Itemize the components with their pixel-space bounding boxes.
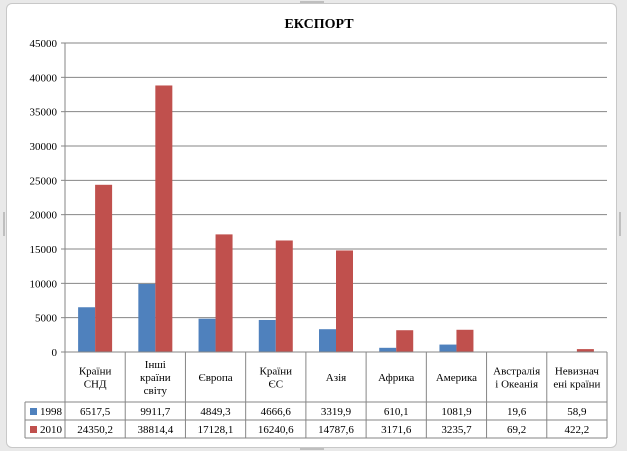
- category-label: Азія: [326, 372, 346, 384]
- resize-handle-left[interactable]: [3, 212, 5, 236]
- resize-handle-bottom[interactable]: [300, 448, 324, 450]
- legend-label: 2010: [40, 424, 63, 436]
- bar-2010: [576, 349, 594, 352]
- bar-2010: [155, 85, 173, 352]
- category-label: Америка: [436, 372, 477, 384]
- data-label: 4849,3: [200, 406, 231, 418]
- y-axis: 0 5000 10000 15000 20000 25000 30000 35000 40000…: [30, 38, 66, 438]
- chart-area[interactable]: ЕКСПОРТ 0 5000 10000 15000 20000 25000 30000 35…: [6, 3, 617, 448]
- legend-key-1998: [30, 408, 37, 415]
- data-label: 58,9: [567, 406, 587, 418]
- bar-2010: [215, 234, 233, 352]
- category-label: Країни ЄС: [259, 366, 292, 391]
- legend-label: 1998: [40, 406, 63, 418]
- y-tick-label: 0: [52, 347, 58, 359]
- data-label: 6517,5: [80, 406, 111, 418]
- data-label: 16240,6: [258, 424, 294, 436]
- bar-2010: [456, 329, 474, 352]
- data-label: 3171,6: [381, 424, 412, 436]
- data-label: 610,1: [384, 406, 409, 418]
- bar-2010: [396, 330, 414, 352]
- category-label: Інші країни світу: [140, 359, 171, 397]
- bar-1998: [439, 344, 457, 352]
- data-label: 17128,1: [198, 424, 234, 436]
- resize-handle-right[interactable]: [619, 212, 621, 236]
- data-label: 3235,7: [441, 424, 472, 436]
- legend-key-2010: [30, 426, 37, 433]
- category-label: Африка: [378, 372, 414, 384]
- data-label: 1081,9: [441, 406, 472, 418]
- y-tick-label: 35000: [30, 107, 58, 119]
- bar-1998: [379, 347, 397, 352]
- resize-handle-top[interactable]: [300, 1, 324, 3]
- bar-chart: ЕКСПОРТ 0 5000 10000 15000 20000 25000 30000 35…: [24, 17, 608, 439]
- data-label: 69,2: [507, 424, 526, 436]
- y-tick-label: 20000: [30, 210, 58, 222]
- bars: [78, 85, 594, 353]
- data-label: 38814,4: [137, 424, 173, 436]
- y-tick-label: 5000: [35, 313, 58, 325]
- bar-2010: [275, 240, 293, 352]
- data-label: 4666,6: [261, 406, 292, 418]
- bar-2010: [95, 184, 113, 352]
- bar-1998: [138, 283, 156, 352]
- category-label: Країни СНД: [79, 366, 112, 391]
- data-label: 9911,7: [140, 406, 170, 418]
- category-label: Європа: [198, 372, 232, 384]
- bar-1998: [78, 307, 96, 352]
- data-label: 19,6: [507, 406, 527, 418]
- data-label: 24350,2: [77, 424, 113, 436]
- chart-title: ЕКСПОРТ: [284, 17, 354, 32]
- y-tick-label: 40000: [30, 72, 58, 84]
- data-label: 14787,6: [318, 424, 354, 436]
- data-table: Країни СНД Інші країни світу Європа Країни ЄС Аз…: [24, 351, 608, 439]
- y-tick-label: 10000: [30, 278, 58, 290]
- category-label: Невизнач ені країни: [553, 366, 600, 391]
- data-label: 422,2: [565, 424, 590, 436]
- category-label: Австралія і Океанія: [493, 366, 540, 391]
- data-label: 3319,9: [321, 406, 352, 418]
- y-tick-label: 25000: [30, 175, 58, 187]
- y-tick-label: 45000: [30, 38, 58, 50]
- y-tick-label: 15000: [30, 244, 58, 256]
- bar-1998: [258, 319, 276, 352]
- bar-1998: [319, 329, 336, 352]
- bar-2010: [336, 250, 353, 352]
- bar-1998: [198, 318, 216, 352]
- y-tick-label: 30000: [30, 141, 58, 153]
